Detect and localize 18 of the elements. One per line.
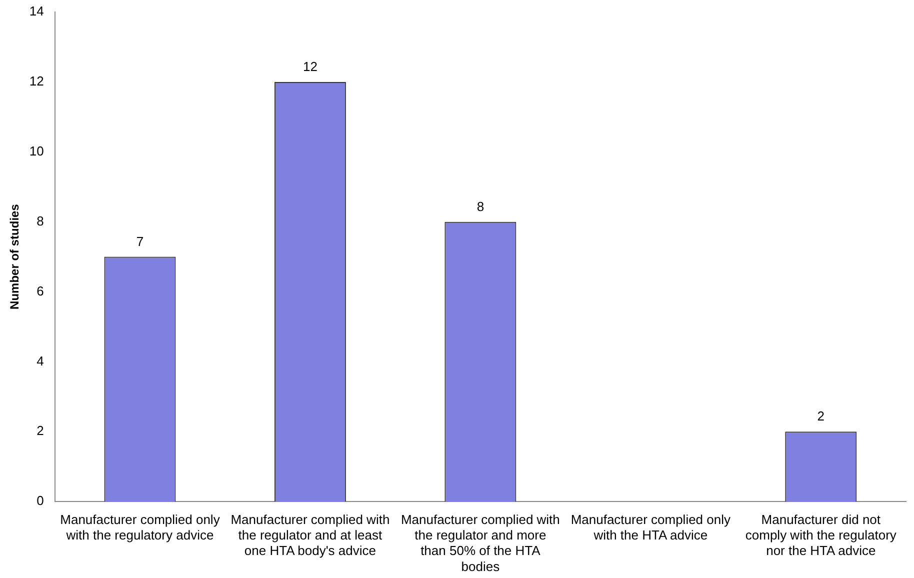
x-tick-label: Manufacturer complied with the regulator and at least one HTA body's advice	[230, 512, 390, 558]
data-label: 8	[476, 198, 484, 214]
data-label: 7	[136, 234, 144, 249]
y-axis-title: Number of studies	[8, 204, 22, 310]
y-tick-label: 12	[29, 74, 44, 89]
y-tick-label: 0	[36, 493, 44, 508]
x-tick-label: Manufacturer complied only with the HTA advice	[570, 512, 731, 543]
data-label: 2	[817, 408, 825, 424]
y-tick-label: 2	[36, 423, 44, 438]
y-tick-label: 10	[29, 143, 44, 158]
y-tick-label: 6	[36, 283, 44, 298]
y-tick-label: 4	[36, 353, 44, 368]
x-tick-label: Manufacturer did not comply with the regulatory nor the HTA advice	[745, 512, 897, 558]
data-label: 12	[302, 59, 318, 74]
y-tick-label: 8	[36, 213, 44, 228]
x-tick-label: Manufacturer complied only with the regulatory advice	[60, 512, 220, 543]
y-tick-label: 14	[29, 4, 44, 19]
x-tick-label: Manufacturer complied with the regulator and more than 50% of the HTA bodies	[400, 512, 560, 574]
